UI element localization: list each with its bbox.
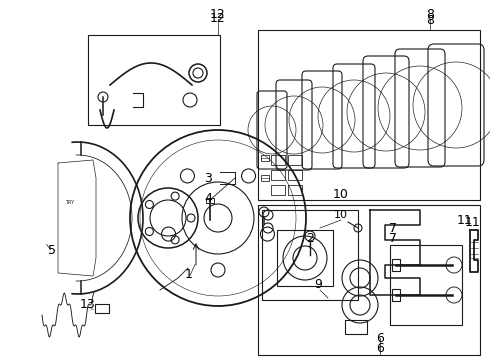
- Text: 2: 2: [306, 231, 314, 244]
- Bar: [95, 304, 109, 313]
- Bar: [262, 210, 358, 300]
- Text: 8: 8: [426, 8, 434, 21]
- Text: 11: 11: [457, 213, 473, 226]
- Text: 7: 7: [389, 231, 397, 244]
- Text: 4: 4: [204, 192, 212, 204]
- Bar: [392, 289, 400, 301]
- Text: 11: 11: [465, 216, 481, 229]
- Text: TRY: TRY: [66, 201, 74, 206]
- Text: 6: 6: [376, 342, 384, 355]
- Bar: [271, 170, 285, 180]
- Bar: [271, 185, 285, 195]
- Text: 7: 7: [389, 221, 397, 234]
- Text: 9: 9: [314, 279, 322, 292]
- Text: 8: 8: [426, 13, 434, 27]
- Text: 3: 3: [204, 171, 212, 184]
- Bar: [288, 155, 302, 165]
- Bar: [261, 175, 269, 181]
- Bar: [392, 259, 400, 271]
- Bar: [271, 155, 285, 165]
- Bar: [288, 170, 302, 180]
- Bar: [88, 35, 220, 125]
- Bar: [258, 205, 480, 355]
- Bar: [206, 198, 214, 203]
- Bar: [258, 30, 480, 200]
- Text: 12: 12: [210, 8, 226, 21]
- Bar: [261, 155, 269, 161]
- Text: 6: 6: [376, 332, 384, 345]
- Text: 13: 13: [80, 298, 96, 311]
- Bar: [277, 230, 333, 286]
- Text: 5: 5: [48, 243, 56, 256]
- Text: 10: 10: [334, 210, 348, 220]
- Text: 12: 12: [210, 12, 226, 24]
- Bar: [345, 320, 367, 334]
- Bar: [288, 185, 302, 195]
- Text: 1: 1: [185, 269, 193, 282]
- Bar: [390, 245, 462, 325]
- Text: 10: 10: [333, 189, 349, 202]
